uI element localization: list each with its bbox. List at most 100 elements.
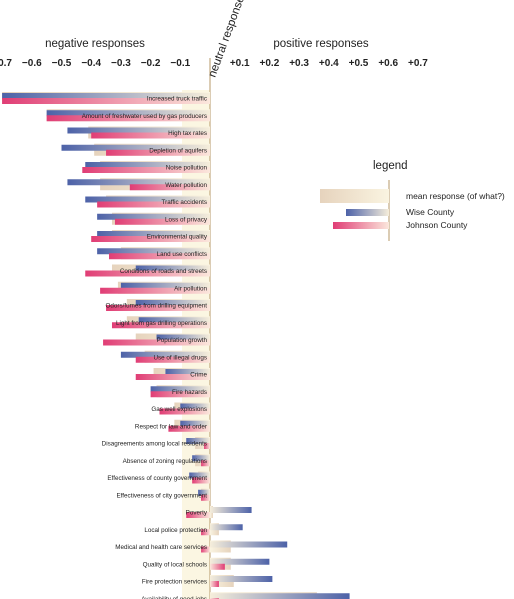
bar-johnson-county [135,356,210,363]
bar-wise-county [135,265,210,272]
tick-label: +0.3 [289,58,309,69]
tick-label: +0.2 [260,58,280,69]
tick-label: +0.6 [378,58,398,69]
bar-johnson-county [91,236,210,242]
category-label: Effectiveness of city government [116,492,207,499]
category-label: Disagreements among local residents [102,441,207,448]
bar-wise-county [192,455,210,462]
bar-johnson-county [85,270,210,277]
bar-johnson-county [135,374,210,380]
bar-johnson-county [210,563,225,570]
bar-wise-county [67,179,210,186]
legend-swatch-wise [346,209,389,216]
positive-responses-header: positive responses [273,38,368,50]
tick-label: −0.3 [111,58,131,69]
bar-johnson-county [106,305,210,311]
category-label: Respect for law and order [135,423,207,430]
category-label: Environmental quality [147,234,208,241]
bar-johnson-county [204,443,210,449]
category-label: Effectiveness of county government [107,475,207,482]
bar-wise-county [210,558,270,565]
bar-johnson-county [159,408,210,415]
category-label: Availability of good jobs [141,596,207,599]
bar-johnson-county [201,460,210,467]
bar-johnson-county [97,201,210,208]
bar-johnson-county [186,512,210,518]
bar-wise-county [156,334,210,341]
negative-responses-header: negative responses [45,38,145,50]
bar-johnson-county [201,546,210,553]
bar-johnson-county [168,425,210,432]
bar-johnson-county [114,218,210,225]
bar-wise-county [210,507,252,513]
category-label: High tax rates [168,130,207,137]
tick-label: +0.4 [319,58,339,69]
bar-johnson-county [106,149,210,156]
bar-wise-county [97,248,210,255]
bar-wise-county [210,541,288,548]
bar-johnson-county [150,391,210,398]
bar-wise-county [186,438,210,444]
bar-wise-county [85,162,210,168]
category-label: Gas well explosions [151,406,207,413]
tick-label: −0.5 [52,58,72,69]
bar-wise-county [135,300,210,306]
category-label: Water pollution [165,182,207,189]
category-label: Traffic accidents [162,199,208,206]
category-label: Medical and health care services [115,544,207,551]
tick-label: −0.4 [81,58,101,69]
category-label: Use of illegal drugs [153,354,207,361]
category-label: Poverty [186,510,208,517]
bar-johnson-county [91,132,210,139]
category-label: Light from gas drilling operations [116,320,207,327]
tick-label: −0.6 [22,58,42,69]
bar-johnson-county [46,115,211,122]
bar-johnson-county [82,167,210,173]
x-axis-ticks: −0.7 −0.6 −0.5 −0.4 −0.3 −0.2 −0.1 +0.1 +0.2 +0.3… [0,58,428,69]
tick-label: +0.5 [349,58,369,69]
category-labels: Increased truck traffic Amount of freshwa… [82,96,208,599]
bar-wise-county [97,231,210,237]
bar-johnson-county [210,581,219,587]
category-label: Fire hazards [172,389,207,396]
tick-label: −0.1 [170,58,190,69]
category-label: Crime [190,372,207,379]
category-label: Loss of privacy [165,216,208,223]
legend-label-wise: Wise County [406,207,455,217]
bar-wise-county [210,576,273,582]
category-label: Conditions of roads and streets [120,268,207,275]
tick-label: −0.7 [0,58,12,69]
bar-johnson-county [192,477,210,484]
category-label: Fire protection services [142,579,207,586]
legend-label-mean: mean response (of what?) [406,191,505,201]
bar-wise-county [120,282,210,289]
legend-title: legend [373,160,408,172]
bar-wise-county [150,386,210,393]
bar-wise-county [210,524,243,531]
category-label: Air pollution [174,285,207,292]
category-label: Increased truck traffic [147,96,207,103]
bar-wise-county [180,403,210,410]
legend-swatch-johnson [333,222,389,229]
category-label: Odors/fumes from drilling equipment [106,303,208,310]
category-label: Absence of zoning regulations [123,458,207,465]
bar-wise-county [189,472,210,479]
bar-wise-county [198,489,210,496]
bar-johnson-county [2,98,210,104]
bar-wise-county [165,369,210,375]
bar-wise-county [67,127,210,134]
bar-wise-county [97,213,210,220]
legend: legend mean response (of what?) Wise Cou… [320,160,505,241]
bar-wise-county [138,317,210,324]
bar-wise-county [180,420,210,427]
category-label: Noise pollution [166,165,208,172]
bar-wise-county [46,110,211,117]
legend-label-johnson: Johnson County [406,220,468,230]
tick-label: +0.7 [408,58,428,69]
bars-group [2,92,350,599]
bar-wise-county [85,196,210,203]
bar-johnson-county [129,184,210,191]
bar-johnson-county [103,339,210,346]
bar-wise-county [210,593,350,599]
